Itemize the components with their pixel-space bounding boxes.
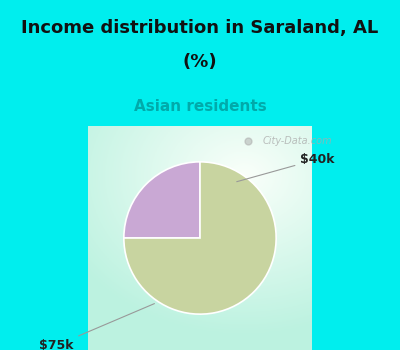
Text: (%): (%)	[183, 53, 217, 71]
Wedge shape	[124, 162, 200, 238]
Text: Asian residents: Asian residents	[134, 99, 266, 114]
Text: $75k: $75k	[39, 303, 154, 350]
Text: $40k: $40k	[237, 153, 335, 182]
Text: City-Data.com: City-Data.com	[263, 136, 332, 146]
Wedge shape	[124, 162, 276, 314]
Text: Income distribution in Saraland, AL: Income distribution in Saraland, AL	[21, 20, 379, 37]
